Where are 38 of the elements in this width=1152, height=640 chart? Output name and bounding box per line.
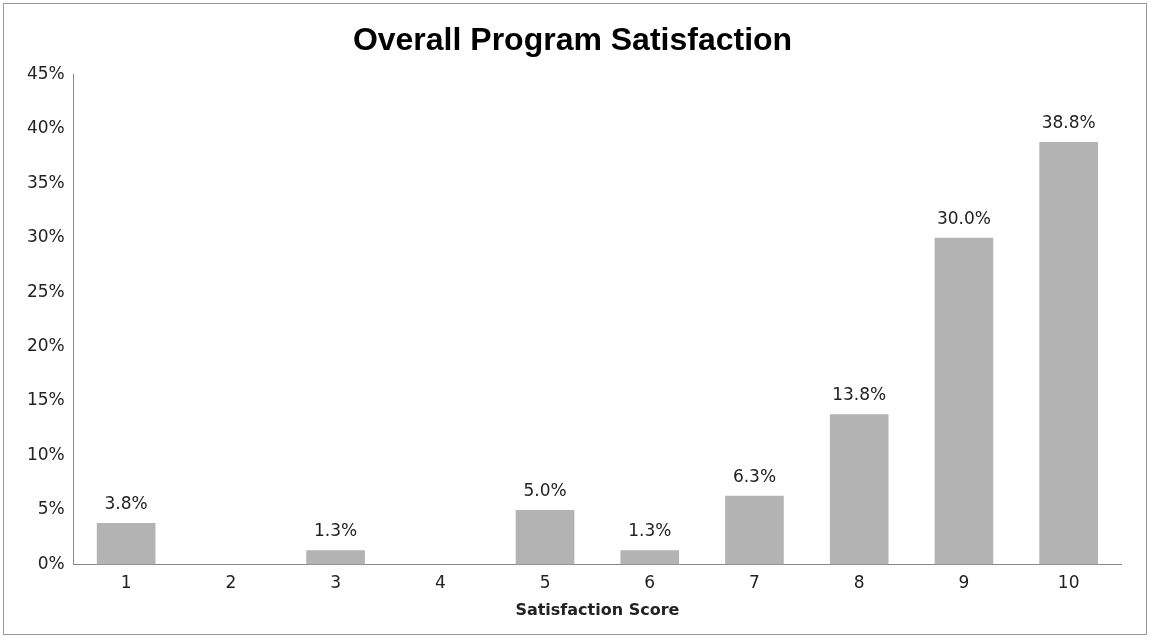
data-label: 30.0% — [936, 207, 991, 228]
bar — [515, 509, 575, 565]
y-tick-label: 25% — [26, 280, 65, 301]
data-label: 13.8% — [832, 384, 887, 405]
bar — [829, 414, 889, 565]
y-tick-label: 35% — [26, 171, 65, 192]
data-label: 6.3% — [732, 465, 777, 486]
data-label: 38.8% — [1041, 111, 1096, 132]
x-tick-label: 1 — [120, 572, 132, 593]
bar — [1039, 141, 1098, 565]
x-axis-title: Satisfaction Score — [515, 599, 680, 619]
chart-title: Overall Program Satisfaction — [352, 21, 793, 58]
bar — [725, 495, 784, 565]
x-tick-label: 10 — [1057, 572, 1080, 593]
y-tick-label: 15% — [26, 389, 65, 410]
x-tick-label: 2 — [225, 572, 237, 593]
x-tick-label: 3 — [330, 572, 341, 593]
x-tick-label: 4 — [434, 572, 446, 593]
bar — [306, 550, 365, 565]
x-tick-label: 9 — [958, 572, 970, 593]
y-tick-label: 5% — [37, 498, 65, 519]
y-tick-label: 40% — [26, 117, 65, 138]
x-tick-label: 5 — [539, 572, 551, 593]
data-label: 5.0% — [523, 479, 567, 500]
y-tick-label: 30% — [26, 226, 65, 247]
y-tick-label: 0% — [37, 552, 65, 573]
bar — [620, 550, 680, 565]
data-label: 1.3% — [313, 520, 358, 541]
bar — [96, 523, 156, 565]
data-label: 3.8% — [104, 492, 148, 513]
x-tick-label: 8 — [853, 572, 865, 593]
y-tick-label: 10% — [26, 443, 65, 464]
x-tick-label: 6 — [644, 572, 656, 593]
y-tick-label: 45% — [26, 62, 65, 83]
data-label: 1.3% — [628, 520, 672, 541]
x-tick-label: 7 — [749, 572, 760, 593]
y-tick-label: 20% — [26, 335, 65, 356]
bar — [934, 237, 994, 565]
